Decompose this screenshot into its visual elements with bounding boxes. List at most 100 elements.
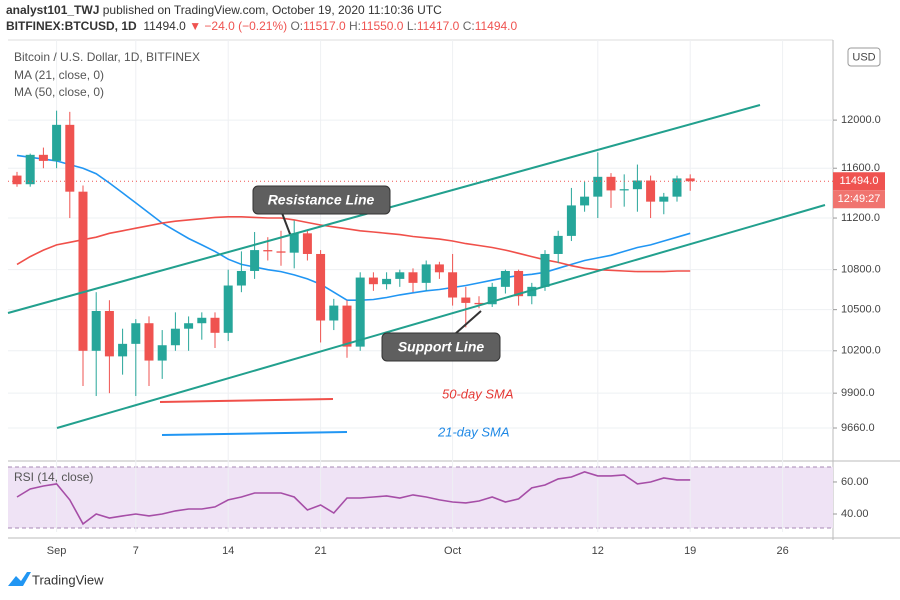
candle-body: [448, 272, 458, 298]
candle-body: [619, 189, 629, 191]
candle-body: [78, 191, 88, 351]
footer-brand: TradingView: [32, 572, 104, 587]
lower-channel-line: [56, 204, 826, 429]
drawings: Resistance Line Support Line 50-day SMA …: [7, 104, 826, 439]
last-price: 11494.0: [143, 19, 186, 33]
candle-body: [276, 251, 286, 253]
y-tick-label: 40.00: [841, 508, 869, 520]
candle-body: [672, 178, 682, 197]
candle-body: [487, 286, 497, 305]
moving-average: [16, 216, 691, 273]
candle-body: [118, 343, 128, 357]
candle-body: [131, 323, 141, 344]
published: published on TradingView.com, October 19…: [102, 3, 442, 17]
candle-body: [434, 264, 444, 273]
candle-body: [632, 180, 642, 190]
moving-average: [16, 154, 691, 301]
callout-box: [381, 332, 501, 362]
currency-badge[interactable]: [847, 47, 881, 67]
resistance-label: Resistance Line: [268, 192, 375, 208]
candle-body: [104, 310, 114, 357]
candle-body: [302, 233, 312, 254]
candle-body: [421, 264, 431, 283]
candle-body: [395, 272, 405, 279]
candle-body: [382, 278, 392, 285]
legend-entry: MA (21, close, 0): [14, 68, 104, 82]
candle-body: [38, 154, 48, 161]
change: ▼ −24.0 (−0.21%): [189, 19, 288, 33]
candle-body: [12, 175, 22, 185]
candle-body: [368, 277, 378, 285]
candle-body: [263, 250, 273, 252]
sma50-label: 50-day SMA: [442, 386, 514, 401]
x-tick-label: 21: [314, 545, 326, 557]
candle-body: [580, 196, 590, 206]
candle-body: [553, 235, 563, 254]
candle-body: [355, 277, 365, 347]
rsi-line: [16, 471, 691, 526]
currency[interactable]: USD: [852, 51, 875, 63]
candle-body: [500, 270, 510, 287]
price-pane: [8, 110, 833, 397]
y-tick-label: 60.00: [841, 476, 869, 488]
candle-body: [223, 285, 233, 333]
pane-title: Bitcoin / U.S. Dollar, 1D, BITFINEX: [14, 50, 200, 64]
y-tick-label: 9660.0: [841, 422, 875, 434]
quote-label: O:: [290, 19, 304, 33]
quote-value: 11550.0: [360, 19, 404, 33]
quote-value: 11417.0: [416, 19, 460, 33]
candle-body: [514, 270, 524, 297]
x-tick-label: 26: [776, 545, 788, 557]
candle-body: [52, 124, 62, 161]
candle-body: [461, 297, 471, 303]
candle-body: [527, 286, 537, 297]
background: [8, 39, 900, 540]
candle-body: [606, 176, 616, 191]
candle-body: [659, 196, 669, 202]
candle-body: [65, 124, 75, 192]
y-tick-label: 10800.0: [841, 264, 881, 276]
arrow: [454, 310, 482, 335]
y-tick-label: 11200.0: [841, 212, 880, 224]
candle-body: [236, 270, 246, 286]
candle-body: [250, 250, 260, 271]
x-tick-label: 12: [592, 545, 604, 557]
quote-label: C:: [462, 19, 475, 33]
author: analyst101_TWJ: [6, 3, 100, 17]
candle-body: [197, 317, 207, 324]
candle-body: [593, 176, 603, 197]
x-tick-label: Oct: [444, 545, 461, 557]
quote-value: 11494.0: [474, 19, 518, 33]
candle-body: [210, 317, 220, 333]
candle-body: [408, 272, 418, 283]
sma50-key: [159, 398, 334, 403]
candle-body: [342, 305, 352, 347]
legend-entry: MA (50, close, 0): [14, 85, 104, 99]
quote-label: H:: [348, 19, 361, 33]
callout-box: [252, 185, 391, 215]
axes: Sep 7 14 21 Oct 12 19 26 9660.0 9900.0 10200.0 1050…: [14, 50, 885, 557]
countdown: 12:49:27: [838, 193, 881, 205]
y-tick-label: 10200.0: [841, 345, 881, 357]
y-tick-label: 11600.0: [841, 162, 880, 174]
price-label-box: [833, 172, 885, 191]
candle-body: [329, 305, 339, 321]
price-label: 11494.0: [840, 175, 879, 187]
x-tick-label: Sep: [47, 545, 67, 557]
candle-body: [170, 328, 180, 346]
x-tick-label: 7: [133, 545, 139, 557]
candle-body: [566, 205, 576, 236]
candle-body: [540, 253, 550, 287]
candle-body: [289, 233, 299, 253]
quote-value: 11517.0: [303, 19, 346, 33]
candle-body: [91, 310, 101, 351]
y-tick-label: 12000.0: [841, 114, 881, 126]
pane-title: RSI (14, close): [14, 470, 93, 484]
sma21-key: [161, 431, 348, 436]
rsi-pane: [16, 471, 691, 526]
header-line-1: analyst101_TWJ published on TradingView.…: [6, 2, 517, 18]
rsi-band: [8, 467, 833, 528]
quote: O:11517.0 H:11550.0 L:11417.0 C:11494.0: [290, 19, 517, 33]
